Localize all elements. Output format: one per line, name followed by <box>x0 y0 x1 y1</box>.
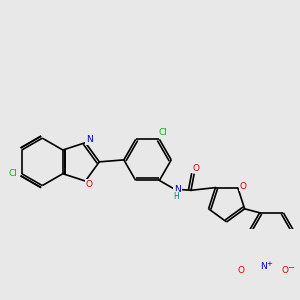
Text: Cl: Cl <box>159 128 168 137</box>
Text: O: O <box>282 266 289 275</box>
Text: N: N <box>86 135 93 144</box>
Text: −: − <box>287 263 294 272</box>
Text: O: O <box>86 180 93 189</box>
Text: O: O <box>237 266 244 275</box>
Text: H: H <box>173 192 179 201</box>
Text: Cl: Cl <box>9 169 17 178</box>
Text: O: O <box>192 164 199 173</box>
Text: N: N <box>260 262 267 272</box>
Text: +: + <box>267 261 272 267</box>
Text: O: O <box>240 182 247 190</box>
Text: N: N <box>174 185 181 194</box>
